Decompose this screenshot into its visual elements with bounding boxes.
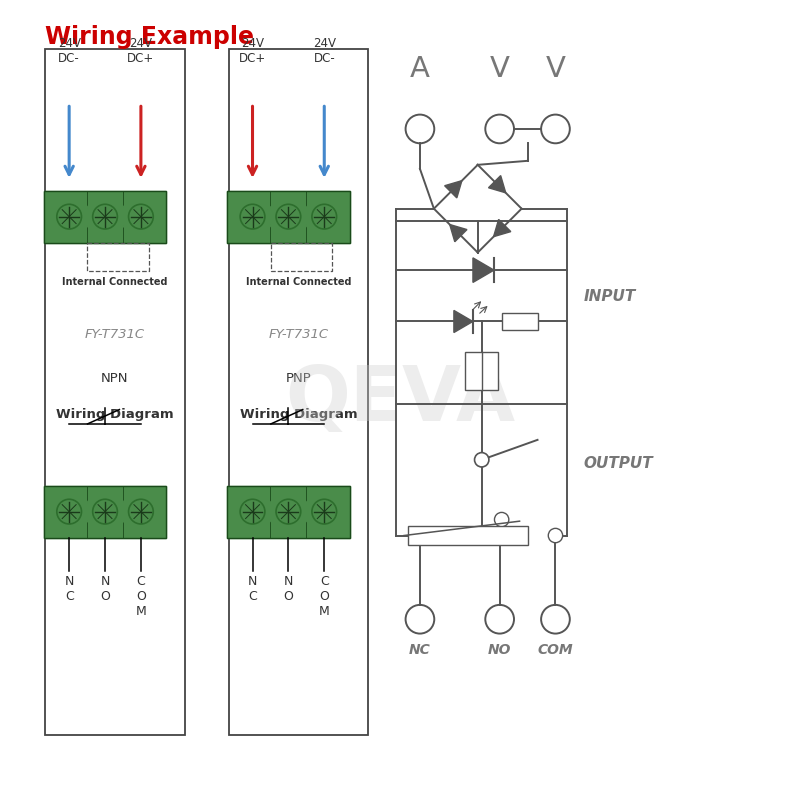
Circle shape [85,197,125,237]
Text: N
C: N C [248,575,258,603]
Circle shape [541,114,570,143]
Text: FY-T731C: FY-T731C [268,328,329,342]
Polygon shape [445,181,462,198]
Bar [396,221,567,404]
Text: Internal Connected: Internal Connected [246,278,351,287]
Circle shape [121,197,161,237]
Text: A: A [410,55,430,83]
Bar [229,50,368,735]
Circle shape [494,513,509,526]
Text: C
O
M: C O M [319,575,330,618]
Circle shape [121,492,161,531]
Text: INPUT: INPUT [583,289,636,304]
Bar [44,486,166,538]
Text: 24V
DC+: 24V DC+ [239,38,266,66]
Text: Wiring Diagram: Wiring Diagram [56,408,174,421]
Text: NC: NC [409,643,431,657]
Bar [227,486,350,538]
Text: Wiring Diagram: Wiring Diagram [239,408,357,421]
Bar [46,50,185,735]
Circle shape [269,492,308,531]
Text: N
O: N O [100,575,110,603]
Text: 24V
DC+: 24V DC+ [127,38,154,66]
Circle shape [413,528,427,542]
Polygon shape [473,258,494,282]
Circle shape [406,605,434,634]
Text: PNP: PNP [286,372,311,385]
Bar [44,190,166,242]
Polygon shape [454,310,473,333]
Text: 24V
DC-: 24V DC- [313,38,336,66]
Circle shape [50,492,89,531]
Circle shape [233,492,273,531]
Text: C
O
M: C O M [135,575,146,618]
Circle shape [486,114,514,143]
Circle shape [85,492,125,531]
Text: N
C: N C [65,575,74,603]
Circle shape [304,492,344,531]
Polygon shape [450,225,467,242]
Circle shape [233,197,273,237]
Text: FY-T731C: FY-T731C [85,328,145,342]
Circle shape [304,197,344,237]
Text: QEVA: QEVA [285,363,515,437]
Circle shape [50,197,89,237]
Bar [227,190,350,242]
Text: OUTPUT: OUTPUT [583,456,653,471]
Text: V: V [546,55,566,83]
Circle shape [548,528,562,542]
Text: 24V
DC-: 24V DC- [58,38,81,66]
Bar [227,486,350,538]
Circle shape [269,197,308,237]
Polygon shape [489,175,506,193]
Polygon shape [494,219,511,237]
Text: NO: NO [488,643,511,657]
Bar [227,190,350,242]
Bar [44,486,166,538]
Bar [502,313,538,330]
Circle shape [541,605,570,634]
Circle shape [486,605,514,634]
Circle shape [474,453,489,467]
Text: V: V [490,55,510,83]
Text: Internal Connected: Internal Connected [62,278,168,287]
Bar [465,352,498,390]
Text: COM: COM [538,643,574,657]
Bar [44,190,166,242]
Text: NPN: NPN [102,372,129,385]
Circle shape [493,528,507,542]
Circle shape [406,114,434,143]
Text: N
O: N O [283,575,294,603]
Text: Wiring Example: Wiring Example [46,26,254,50]
Bar [408,526,527,546]
